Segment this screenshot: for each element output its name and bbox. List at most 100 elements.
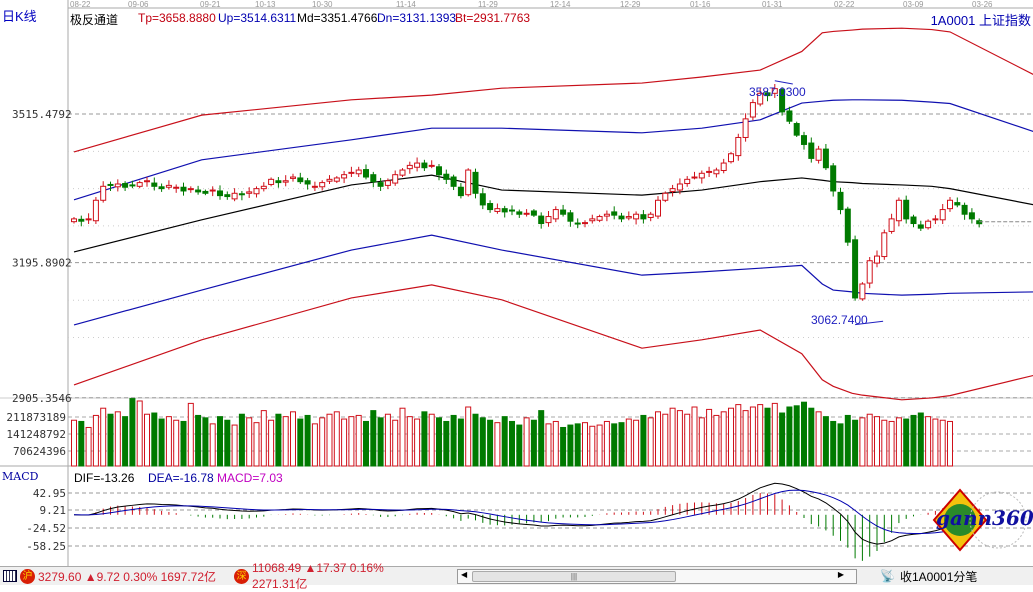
- volume-bar: [71, 419, 77, 467]
- candle: [866, 257, 873, 289]
- candle: [589, 214, 596, 224]
- candle: [341, 170, 348, 184]
- scroll-right-arrow[interactable]: ▶: [837, 570, 844, 579]
- symbol-label: 1A0001 上证指数: [930, 13, 1031, 28]
- sz-index-quote[interactable]: 11068.49 ▲17.37 0.16% 2271.31亿: [252, 560, 384, 591]
- candle-body: [698, 172, 705, 179]
- candle: [538, 212, 545, 229]
- volume-bar: [771, 402, 778, 467]
- volume-bar: [852, 419, 859, 467]
- up-value: Up=3514.6311: [218, 11, 297, 25]
- band-line-tp: [73, 27, 1033, 153]
- candle-body: [71, 218, 77, 223]
- volume-bar: [363, 420, 369, 467]
- candle: [260, 182, 267, 192]
- candle: [874, 250, 880, 268]
- volume-bar: [947, 420, 953, 467]
- volume-bar: [100, 407, 107, 467]
- sh-index-quote[interactable]: 3279.60 ▲9.72 0.30% 1697.72亿: [38, 569, 217, 584]
- candle: [881, 229, 888, 260]
- high-annotation: 3587.0300: [749, 85, 806, 99]
- dn-value: Dn=3131.1393: [377, 11, 457, 25]
- candle-body: [662, 192, 669, 201]
- volume-bar: [567, 424, 574, 467]
- calendar-icon[interactable]: [3, 570, 17, 582]
- candle-body: [202, 190, 209, 194]
- candle-body: [377, 182, 384, 187]
- macd-axis-label: -58.25: [26, 540, 66, 553]
- candle-body: [779, 89, 786, 113]
- candle-body: [954, 202, 961, 206]
- candle: [282, 175, 289, 187]
- volume-bar: [888, 420, 895, 467]
- volume-bar: [231, 424, 238, 467]
- candle: [209, 186, 216, 197]
- candle-body: [538, 215, 545, 225]
- candle-body: [786, 110, 793, 122]
- candle: [406, 161, 413, 174]
- candle: [815, 145, 822, 164]
- volume-bar: [275, 413, 282, 467]
- volume-bar: [815, 411, 822, 467]
- candle-body: [297, 177, 304, 183]
- candle-body: [530, 210, 537, 216]
- horizontal-scrollbar[interactable]: ◀ ||| ▶: [457, 569, 857, 584]
- candle-body: [647, 213, 654, 218]
- volume-bar: [151, 412, 158, 467]
- candle-body: [187, 188, 194, 191]
- scroll-thumb[interactable]: |||: [472, 571, 676, 582]
- candle: [691, 171, 698, 180]
- candle-body: [749, 102, 756, 118]
- volume-bar: [866, 413, 873, 467]
- candle-body: [603, 213, 610, 217]
- candle: [976, 218, 983, 228]
- candle: [370, 171, 377, 188]
- tp-value: Tp=3658.8880: [138, 11, 216, 25]
- volume-bar: [633, 419, 640, 467]
- volume-bar: [348, 416, 355, 467]
- candle-body: [684, 178, 691, 185]
- volume-bar: [647, 417, 654, 467]
- candle-body: [144, 180, 150, 183]
- volume-bar: [720, 411, 727, 467]
- candle: [720, 158, 727, 174]
- volume-bar: [801, 401, 807, 467]
- candle-body: [114, 183, 121, 188]
- candle-body: [574, 222, 581, 225]
- volume-bar: [779, 412, 786, 467]
- candle: [487, 200, 494, 213]
- candle: [771, 83, 778, 98]
- candle-body: [560, 209, 567, 215]
- candle-body: [509, 209, 515, 212]
- kline-chart[interactable]: 08-22 09-06 09-21 10-13 10-30 11-14 11-29 12-14…: [0, 0, 1033, 566]
- candle-body: [895, 199, 902, 222]
- candle: [603, 210, 610, 222]
- candle-body: [655, 199, 661, 217]
- candle-body: [545, 216, 552, 224]
- candle: [363, 164, 369, 180]
- candle: [574, 218, 581, 229]
- candle: [706, 166, 713, 178]
- volume-bar: [684, 413, 691, 467]
- volume-bar: [406, 416, 413, 467]
- candle: [246, 187, 253, 198]
- candle-body: [676, 183, 683, 191]
- volume-bar: [195, 414, 202, 467]
- date-tick: 10-13: [255, 0, 276, 9]
- candle-body: [757, 92, 764, 105]
- volume-bar: [209, 423, 216, 467]
- candle: [618, 212, 625, 223]
- candle: [319, 180, 326, 191]
- candle-body: [304, 180, 311, 185]
- candle-body: [414, 162, 421, 168]
- candle: [961, 202, 968, 220]
- candle-body: [158, 186, 165, 190]
- candle-body: [253, 188, 260, 195]
- candle-body: [333, 177, 340, 182]
- candle-body: [487, 203, 494, 211]
- scroll-left-arrow[interactable]: ◀: [461, 570, 468, 579]
- volume-bar: [523, 417, 530, 467]
- period-label[interactable]: 日K线: [2, 9, 37, 24]
- date-tick: 09-06: [128, 0, 149, 9]
- candle-body: [209, 189, 216, 192]
